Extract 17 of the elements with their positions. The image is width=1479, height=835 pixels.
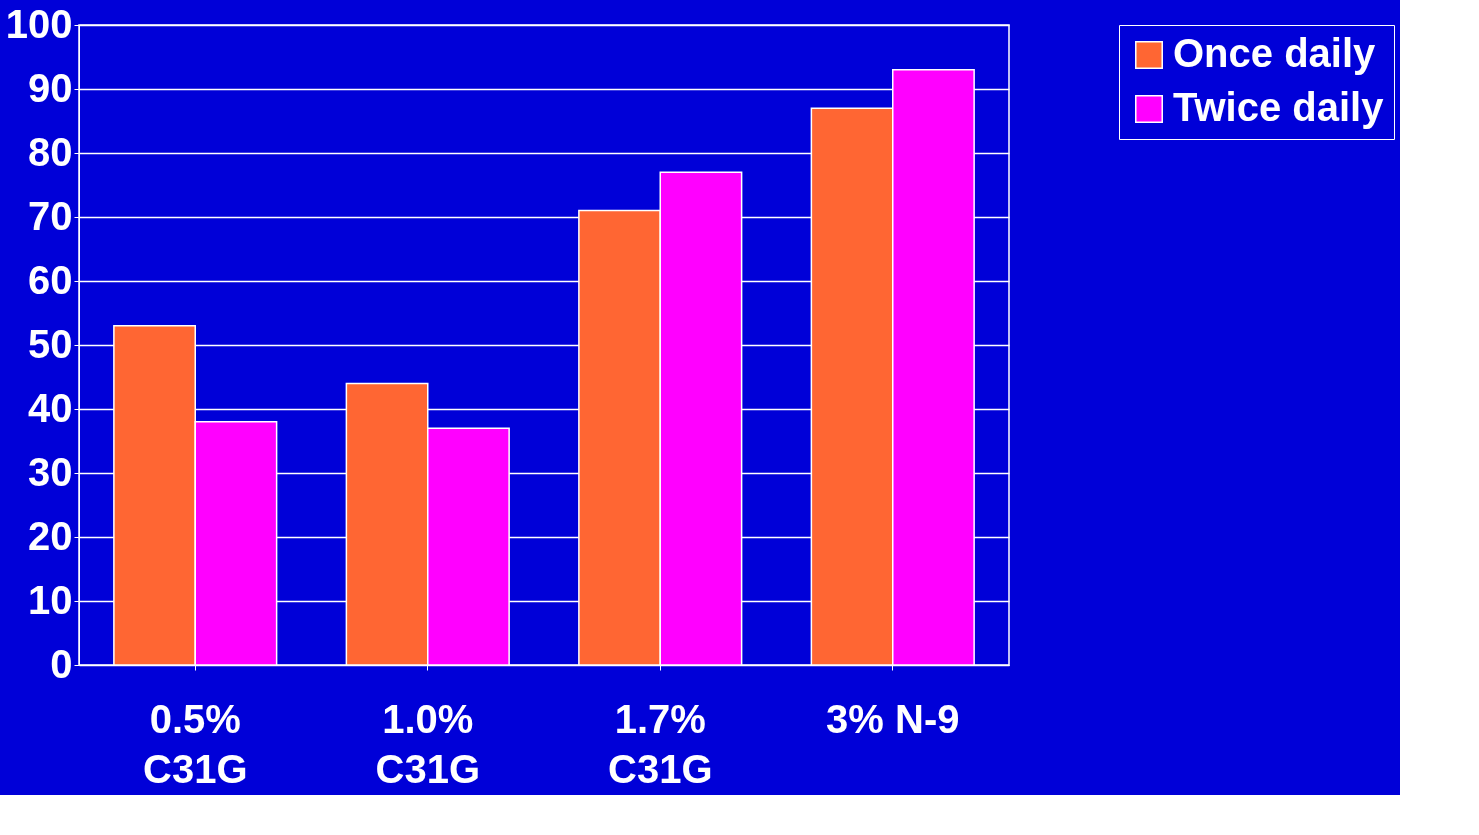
y-tick-label: 30 <box>28 449 73 494</box>
y-tick-label: 50 <box>28 321 73 366</box>
x-tick-label: 1.7% C31G <box>608 696 713 791</box>
y-tick-label: 80 <box>28 129 73 174</box>
y-tick-label: 70 <box>28 193 73 238</box>
legend-label: Twice daily <box>1173 85 1385 129</box>
y-tick-label: 20 <box>28 513 73 558</box>
y-tick-label: 90 <box>28 65 73 110</box>
y-tick-label: 40 <box>28 385 73 430</box>
y-tick-label: 60 <box>28 257 73 302</box>
legend-label: Once daily <box>1173 31 1377 75</box>
y-tick-label: 100 <box>5 1 73 46</box>
y-tick-label: 10 <box>28 577 73 622</box>
y-tick-label: 0 <box>50 641 73 686</box>
x-tick-label: 3% N-9 <box>826 696 960 741</box>
x-tick-label: 0.5% C31G <box>143 696 248 791</box>
x-tick-label: 1.0% C31G <box>375 696 480 791</box>
